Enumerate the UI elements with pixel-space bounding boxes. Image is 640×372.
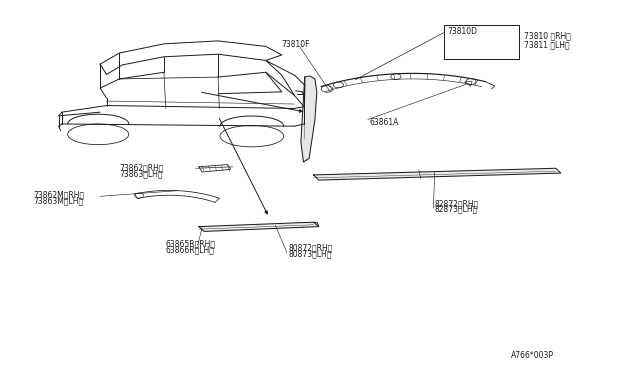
Text: 80872〈RH〉: 80872〈RH〉 [288,244,333,253]
Text: 82873〈LH〉: 82873〈LH〉 [435,205,478,214]
Text: 73862M〈RH〉: 73862M〈RH〉 [33,191,84,200]
Text: 80873〈LH〉: 80873〈LH〉 [288,249,332,258]
Text: 63861A: 63861A [370,118,399,127]
Text: 82872〈RH〉: 82872〈RH〉 [435,199,479,208]
Text: 73863M〈LH〉: 73863M〈LH〉 [33,196,83,205]
Polygon shape [301,76,317,162]
Text: 73863〈LH〉: 73863〈LH〉 [119,169,163,178]
Bar [444,25,519,59]
Polygon shape [199,222,319,231]
Text: 73811 〈LH〉: 73811 〈LH〉 [524,41,570,50]
Text: A766*003P: A766*003P [511,351,554,360]
Text: 73810 〈RH〉: 73810 〈RH〉 [524,32,571,41]
Text: 73810F: 73810F [282,41,310,49]
Text: 63866R〈LH〉: 63866R〈LH〉 [166,245,214,254]
Text: 73810D: 73810D [447,27,477,36]
Text: 73862〈RH〉: 73862〈RH〉 [119,164,164,173]
Text: 63865R〈RH〉: 63865R〈RH〉 [166,240,216,248]
Polygon shape [314,168,561,180]
